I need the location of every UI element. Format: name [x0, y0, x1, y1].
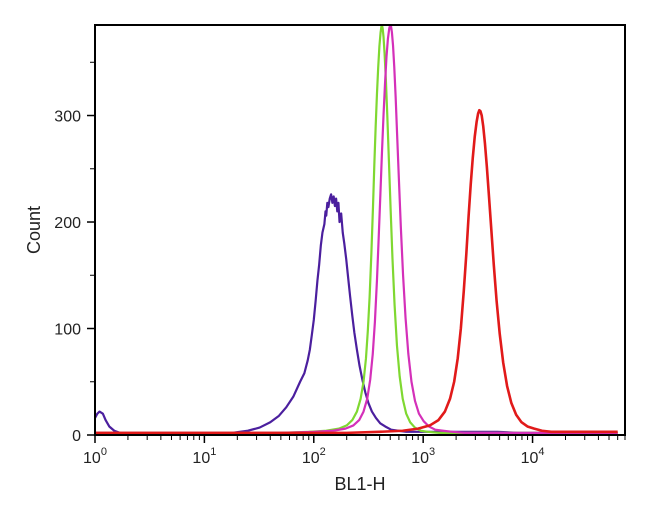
x-tick-label: 103 — [411, 446, 435, 467]
x-tick-label: 102 — [302, 446, 326, 467]
y-tick-label: 100 — [54, 322, 81, 339]
x-tick-label: 104 — [521, 446, 545, 467]
y-axis-label: Count — [24, 206, 44, 254]
x-axis-label: BL1-H — [334, 474, 385, 494]
flow-cytometry-histogram: 0100200300100101102103104CountBL1-H — [0, 0, 650, 515]
x-tick-label: 100 — [83, 446, 107, 467]
y-tick-label: 0 — [72, 428, 81, 445]
y-tick-label: 200 — [54, 215, 81, 232]
x-tick-label: 101 — [192, 446, 216, 467]
y-tick-label: 300 — [54, 109, 81, 126]
chart-svg: 0100200300100101102103104CountBL1-H — [0, 0, 650, 515]
